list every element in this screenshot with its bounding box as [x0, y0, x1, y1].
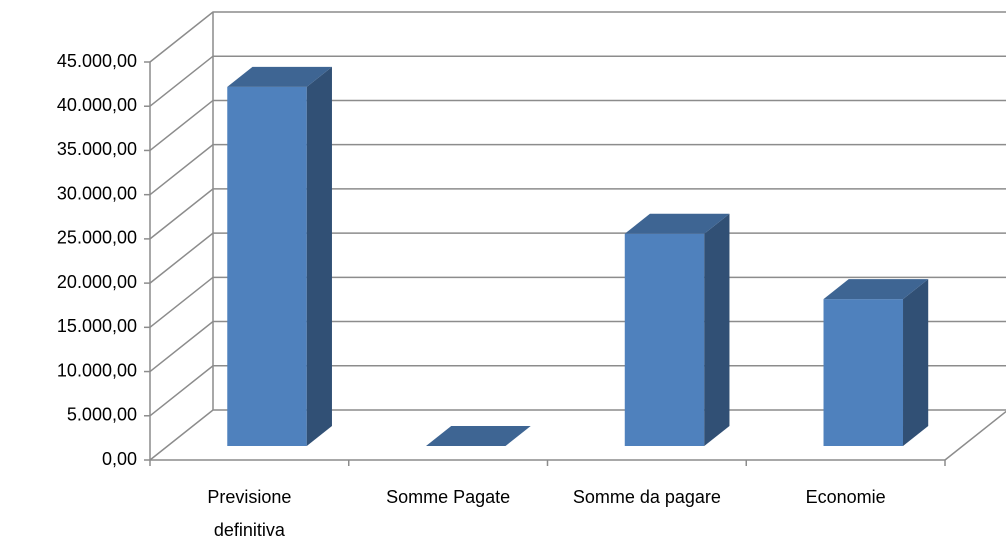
floor-right-edge [944, 410, 1006, 461]
y-tick-label: 25.000,00 [57, 228, 137, 248]
bar-side [903, 279, 929, 446]
grid-line [149, 232, 1006, 284]
y-tick-label: 15.000,00 [57, 316, 137, 336]
bar-side [704, 213, 730, 446]
bar-top [426, 426, 531, 446]
x-tick-label: Previsione definitiva [207, 487, 292, 540]
y-tick-label: 20.000,00 [57, 272, 137, 292]
bar-front [227, 86, 307, 446]
grid-line [149, 276, 1006, 328]
grid-line [149, 365, 1006, 417]
y-tick-label: 5.000,00 [67, 405, 137, 425]
x-tick-label: Somme Pagate [386, 487, 511, 507]
y-tick-label: 35.000,00 [57, 139, 137, 159]
y-tick-label: 30.000,00 [57, 183, 137, 203]
grid-line [149, 11, 1006, 63]
grid-line [149, 55, 1006, 107]
grid-line [149, 320, 1006, 373]
y-tick-label: 10.000,00 [57, 360, 137, 380]
y-tick-label: 40.000,00 [57, 95, 137, 115]
bar-front [624, 233, 705, 446]
x-tick-label: Economie [805, 487, 886, 507]
grid-line [149, 188, 1006, 240]
bar-top [823, 279, 929, 300]
bar-side [306, 66, 332, 446]
grid-line [149, 143, 1006, 196]
y-tick-label: 0,00 [102, 449, 137, 469]
grid-line [149, 99, 1006, 152]
grid-line [149, 409, 1006, 461]
y-tick-label: 45.000,00 [57, 51, 137, 71]
x-tick-label: Somme da pagare [572, 487, 721, 507]
bar-top [227, 66, 332, 87]
bar-front [823, 299, 904, 446]
bar-top [624, 213, 730, 234]
